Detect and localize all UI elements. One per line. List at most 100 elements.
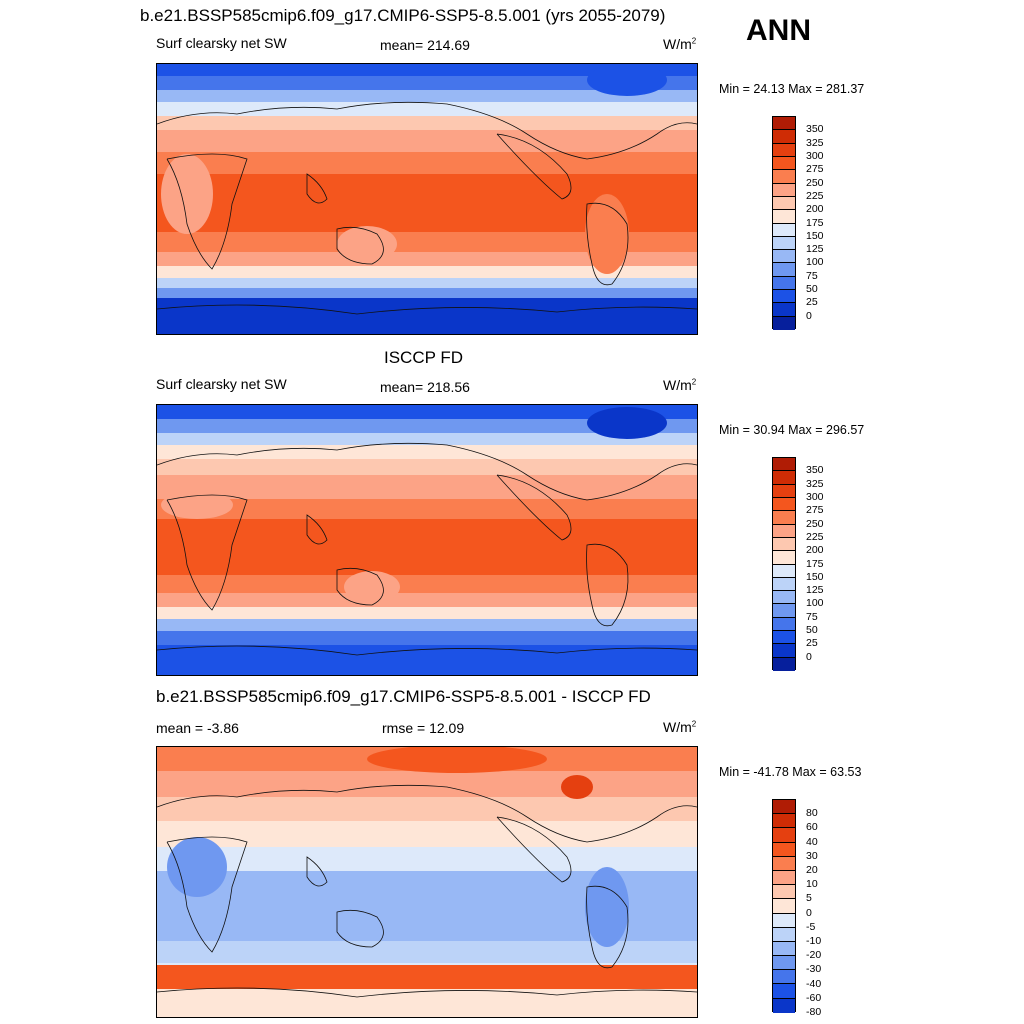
colorbar-label: 60 [806,821,818,834]
colorbar-box [773,591,795,605]
panel-2-mean-label: mean= 218.56 [380,379,470,395]
colorbar-label: -10 [806,935,822,947]
colorbar-box [773,564,795,578]
colorbar-label: 350 [806,123,824,136]
colorbar-label: 300 [806,490,824,503]
panel-2-map [156,404,698,676]
colorbar-box [773,551,795,565]
colorbar-box [773,631,795,645]
colorbar-box [773,290,795,304]
colorbar-box [773,303,795,317]
panel-2-map-svg [157,405,697,675]
panel-3-map [156,746,698,1018]
colorbar-box [773,236,795,251]
panel-3-title: b.e21.BSSP585cmip6.f09_g17.CMIP6-SSP5-8.… [156,687,651,706]
colorbar-label: -40 [806,977,822,990]
colorbar-label: 350 [806,464,824,477]
panel-2-title: ISCCP FD [384,348,464,367]
colorbar-label: 5 [806,892,812,905]
colorbar-label: 250 [806,517,824,530]
panel-3-map-svg [157,747,697,1017]
panel-1-map-svg [157,64,697,334]
panel-1-minmax: Min = 24.13 Max = 281.37 [719,82,865,96]
colorbar-box [773,644,795,658]
colorbar-box [773,800,795,815]
colorbar-box [773,183,795,197]
colorbar-box [773,316,795,330]
colorbar-box [773,856,795,871]
colorbar-label: 0 [806,309,812,322]
colorbar-box [773,263,795,277]
colorbar-label: 200 [806,544,824,557]
colorbar-box [773,885,795,900]
colorbar-box [773,956,795,971]
colorbar-label: 275 [806,163,824,176]
colorbar-label: 20 [806,864,818,876]
colorbar-label: 325 [806,136,824,149]
colorbar-box [773,210,795,224]
colorbar-box [773,970,795,985]
colorbar-box [773,524,795,538]
panel-1-units: W/m2 [663,36,697,52]
colorbar-box [773,484,795,498]
panel-3-mean-label: mean = -3.86 [156,720,239,736]
colorbar-label: 125 [806,584,824,597]
colorbar-box [773,941,795,957]
colorbar-label: 75 [806,610,818,623]
colorbar-label: -5 [806,920,816,933]
panel-1-mean-label: mean= 214.69 [380,37,470,53]
colorbar-box [773,276,795,291]
panel-2-units: W/m2 [663,377,697,393]
colorbar-label: 300 [806,149,824,162]
panel-3-units: W/m2 [663,719,697,735]
colorbar-label: 0 [806,650,812,663]
colorbar-label: 200 [806,203,824,216]
panel-1-title: b.e21.BSSP585cmip6.f09_g17.CMIP6-SSP5-8.… [140,6,666,25]
colorbar-label: 175 [806,557,824,570]
colorbar-box [773,870,795,886]
colorbar-box [773,842,795,857]
panel-2-colorbar [772,457,796,671]
colorbar-label: 275 [806,504,824,517]
colorbar-box [773,927,795,942]
colorbar-label: -20 [806,949,822,962]
colorbar-label: 0 [806,906,812,919]
colorbar-box [773,250,795,264]
colorbar-box [773,471,795,485]
colorbar-box [773,998,795,1013]
colorbar-box [773,984,795,999]
panel-2-variable-label: Surf clearsky net SW [156,376,287,392]
panel-3-colorbar [772,799,796,1013]
colorbar-label: 80 [806,807,818,820]
colorbar-box [773,899,795,914]
panel-3-minmax: Min = -41.78 Max = 63.53 [719,765,862,779]
colorbar-box [773,511,795,525]
colorbar-box [773,828,795,843]
colorbar-label: -80 [806,1006,822,1018]
colorbar-label: 125 [806,243,824,256]
colorbar-label: 75 [806,269,818,282]
colorbar-box [773,143,795,157]
colorbar-box [773,617,795,632]
colorbar-box [773,657,795,671]
colorbar-label: 325 [806,477,824,490]
colorbar-box [773,497,795,512]
colorbar-label: -30 [806,963,822,976]
panel-1-variable-label: Surf clearsky net SW [156,35,287,51]
colorbar-box [773,537,795,552]
colorbar-label: 150 [806,229,824,242]
colorbar-box [773,458,795,472]
colorbar-box [773,196,795,211]
colorbar-box [773,604,795,618]
panel-2-minmax: Min = 30.94 Max = 296.57 [719,423,865,437]
colorbar-label: 40 [806,835,818,848]
colorbar-label: 100 [806,256,824,269]
colorbar-box [773,156,795,171]
colorbar-box [773,814,795,829]
panel-3-rmse-label: rmse = 12.09 [382,720,465,736]
colorbar-label: 25 [806,637,818,650]
colorbar-label: 225 [806,189,824,202]
colorbar-box [773,130,795,144]
colorbar-box [773,223,795,237]
colorbar-label: 50 [806,624,818,637]
